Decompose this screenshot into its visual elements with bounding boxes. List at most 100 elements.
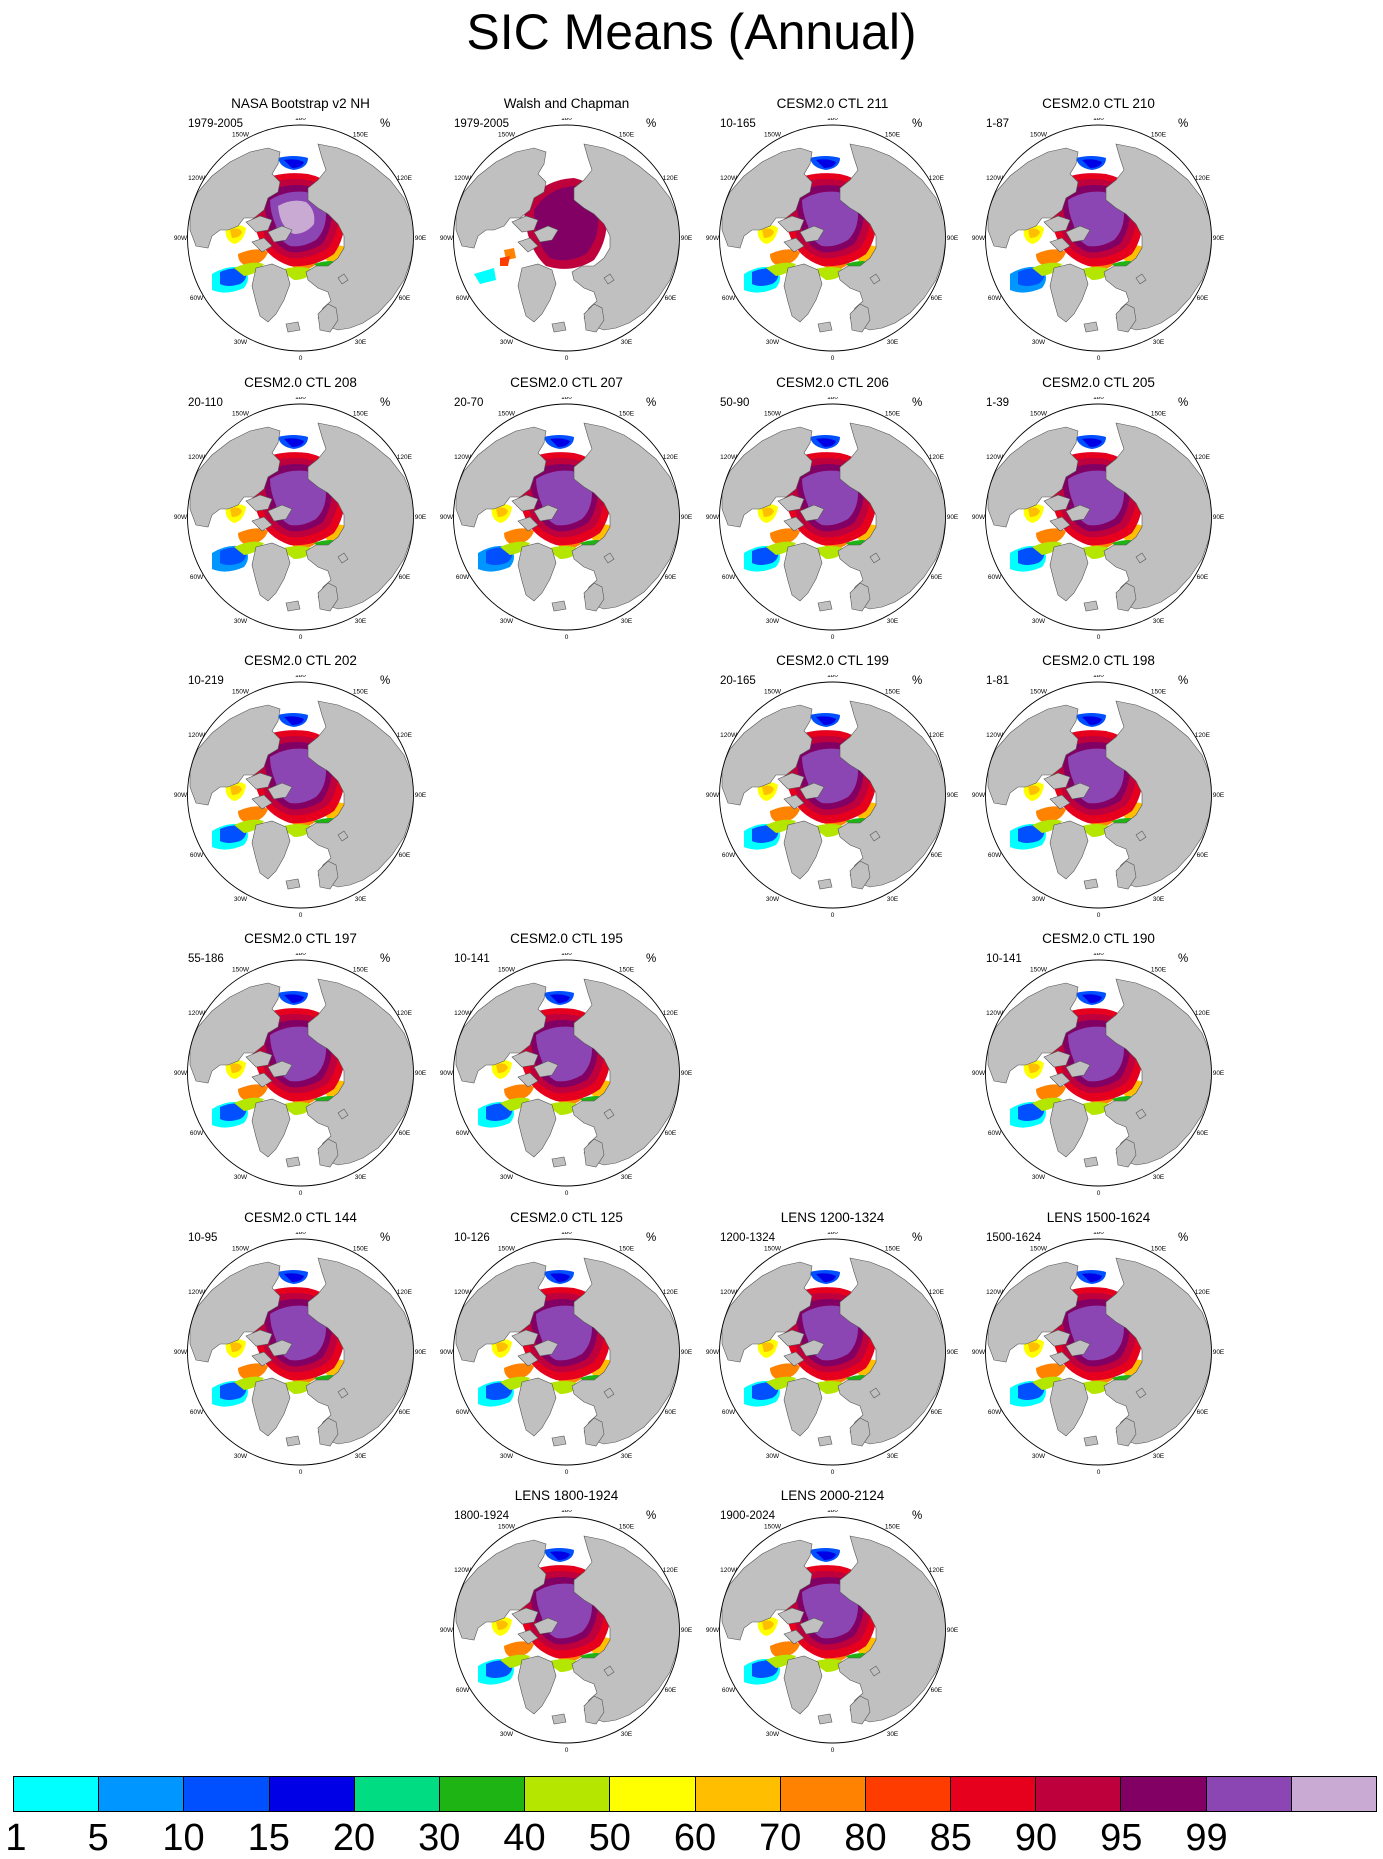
longitude-label: 30W: [1032, 896, 1046, 903]
longitude-label: 90W: [972, 235, 986, 242]
map-panel: CESM2.0 CTL 207 20-70% 180 150E 120E 90E 60E 30…: [434, 375, 699, 640]
land-mass: [245, 772, 273, 790]
land-mass: [1049, 1351, 1071, 1367]
longitude-label: 0: [1097, 355, 1101, 361]
longitude-label: 120E: [397, 175, 413, 182]
sea-ice-contour: [280, 1381, 314, 1394]
longitude-label: 120E: [929, 1567, 945, 1574]
panel-years: 1-39: [986, 397, 1010, 409]
land-mass: [603, 552, 615, 564]
land-mass: [1049, 516, 1071, 532]
longitude-label: 60W: [190, 852, 204, 859]
longitude-label: 60E: [665, 574, 677, 581]
land-mass: [251, 794, 273, 810]
sea-ice-contour: [220, 268, 247, 286]
sea-ice-contour: [812, 1381, 846, 1394]
sea-ice-contour: [816, 1551, 836, 1560]
panel-unit: %: [912, 397, 923, 409]
longitude-label: 90E: [947, 514, 959, 521]
sea-ice-contour: [1032, 819, 1062, 833]
panel-unit: %: [380, 118, 391, 130]
land-mass: [1043, 215, 1071, 233]
sea-ice-contour: [496, 507, 508, 517]
sea-ice-contour: [238, 249, 268, 266]
longitude-label: 90W: [174, 1349, 188, 1356]
panel-years: 10-95: [188, 1232, 218, 1244]
colorbar-swatch: [99, 1777, 185, 1811]
sea-ice-contour: [230, 1063, 242, 1073]
longitude-label: 180: [827, 1510, 838, 1514]
land-mass: [987, 704, 1079, 806]
longitude-label: 60W: [722, 1409, 736, 1416]
panel-title: LENS 1500-1624: [1046, 1210, 1151, 1225]
sea-ice-contour: [504, 528, 534, 545]
longitude-label: 60E: [931, 852, 943, 859]
land-mass: [817, 1435, 833, 1447]
polar-stereo-map: 180 150E 120E 90E 60E 30E 0 30W 60W 90W 120W 150W: [174, 953, 427, 1196]
longitude-label: 120W: [188, 1289, 206, 1296]
longitude-label: 150E: [353, 966, 369, 973]
land-mass: [603, 1387, 615, 1399]
sea-ice-contour: [230, 507, 242, 517]
map-panel: CESM2.0 CTL 205 1-39% 180 150E 120E 90E 60E 30E…: [966, 375, 1231, 640]
longitude-label: 60E: [1197, 1130, 1209, 1137]
longitude-label: 30W: [766, 896, 780, 903]
panel-unit: %: [912, 1232, 923, 1244]
longitude-label: 0: [1097, 1190, 1101, 1196]
longitude-label: 30E: [1153, 339, 1165, 346]
sea-ice-contour: [486, 1660, 513, 1678]
land-mass: [337, 273, 349, 285]
map-panel: CESM2.0 CTL 208 20-110% 180 150E 120E 90E 60E 3…: [168, 375, 433, 640]
longitude-label: 120W: [454, 1289, 472, 1296]
longitude-label: 120E: [663, 454, 679, 461]
map-boundary: [453, 1516, 680, 1744]
land-mass: [317, 582, 339, 612]
colorbar-label: 5: [87, 1817, 109, 1859]
longitude-label: 150E: [885, 410, 901, 417]
longitude-label: 30E: [887, 1731, 899, 1738]
land-mass: [817, 600, 833, 612]
sea-ice-contour: [1082, 994, 1102, 1003]
colorbar-swatch: [695, 1777, 781, 1811]
map-boundary: [453, 959, 680, 1187]
longitude-label: 60E: [665, 1687, 677, 1694]
sea-ice-contour: [238, 806, 268, 823]
land-mass: [317, 860, 339, 890]
sea-ice-contour: [284, 159, 304, 168]
panel-title: CESM2.0 CTL 207: [510, 375, 623, 390]
sea-ice-contour: [1018, 1382, 1045, 1400]
longitude-label: 90E: [1213, 792, 1225, 799]
colorbar-swatch: [780, 1777, 866, 1811]
longitude-label: 120W: [986, 732, 1004, 739]
longitude-label: 180: [295, 675, 306, 679]
longitude-label: 150W: [764, 1523, 782, 1530]
longitude-label: 120W: [188, 454, 206, 461]
longitude-label: 90W: [972, 792, 986, 799]
longitude-label: 120E: [663, 1010, 679, 1017]
longitude-label: 0: [565, 634, 569, 640]
land-mass: [987, 982, 1079, 1084]
longitude-label: 150W: [232, 1245, 250, 1252]
longitude-label: 180: [561, 1510, 572, 1514]
land-mass: [251, 1072, 273, 1088]
map-panel: CESM2.0 CTL 199 20-165% 180 150E 120E 90E 60E 3…: [700, 653, 965, 918]
panel-unit: %: [380, 953, 391, 965]
land-mass: [517, 1098, 557, 1158]
sea-ice-contour: [504, 1084, 534, 1101]
land-mass: [337, 830, 349, 842]
longitude-label: 150E: [1151, 688, 1167, 695]
polar-stereo-map: 180 150E 120E 90E 60E 30E 0 30W 60W 90W 120W 150W: [440, 1232, 693, 1475]
sea-ice-contour: [486, 1382, 513, 1400]
panel-title: NASA Bootstrap v2 NH: [231, 96, 370, 111]
colorbar-swatch: [1291, 1777, 1376, 1811]
land-mass: [783, 1377, 823, 1437]
map-boundary: [187, 1238, 414, 1466]
panel-title: CESM2.0 CTL 202: [244, 653, 357, 668]
sea-ice-contour: [1032, 262, 1062, 276]
polar-stereo-map: 180 150E 120E 90E 60E 30E 0 30W 60W 90W 120W 150W: [706, 397, 959, 640]
longitude-label: 120E: [1195, 1289, 1211, 1296]
longitude-label: 90E: [681, 1349, 693, 1356]
longitude-label: 150E: [1151, 410, 1167, 417]
longitude-label: 120W: [454, 454, 472, 461]
land-mass: [511, 1050, 539, 1068]
